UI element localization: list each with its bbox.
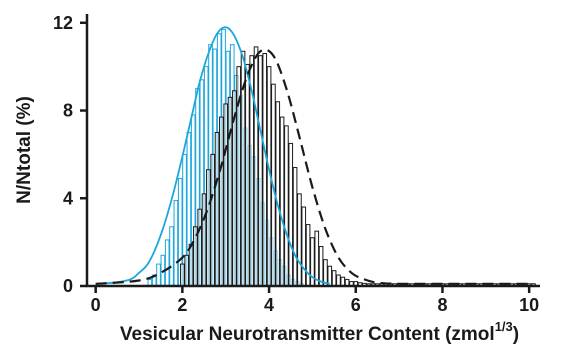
y-tick-label: 4 <box>63 188 73 208</box>
histogram-bar <box>169 226 174 287</box>
x-tick-label: 6 <box>351 295 361 315</box>
x-axis-title-close: ) <box>513 324 519 345</box>
histogram-bar <box>210 153 216 287</box>
histogram-bar <box>173 199 179 287</box>
histogram-bar <box>305 224 311 287</box>
dashed-fit-curve <box>95 48 534 285</box>
histogram-bar <box>318 246 324 287</box>
histogram-bar <box>188 243 194 287</box>
y-tick-label: 12 <box>53 13 73 33</box>
histogram-bar <box>331 270 337 287</box>
solid-fit-curve <box>95 26 331 285</box>
x-tick-label: 8 <box>437 295 447 315</box>
histogram-bar <box>279 116 285 287</box>
histogram-bar <box>284 125 289 287</box>
histogram-bar <box>197 208 203 287</box>
histogram-bar <box>297 193 302 287</box>
histogram-bar <box>292 167 298 287</box>
histogram-bar <box>336 274 341 287</box>
histogram-bar <box>184 254 190 287</box>
plot-area <box>95 26 536 287</box>
x-axis-title: Vesicular Neurotransmitter Content (zmol… <box>120 319 519 345</box>
histogram-bar <box>275 101 281 287</box>
histogram-bar <box>156 263 161 287</box>
histogram-bar <box>340 276 346 287</box>
histogram-bar <box>164 239 170 287</box>
x-axis-ticks: 0 2 4 6 8 10 <box>91 286 539 315</box>
histogram-bar <box>258 55 263 287</box>
histogram-bar <box>201 193 207 287</box>
histogram-bar <box>262 52 268 287</box>
histogram-bar <box>245 63 250 287</box>
x-axis-title-text: Vesicular Neurotransmitter Content (zmol <box>120 324 495 345</box>
histogram-bar <box>288 142 294 287</box>
histogram-bar <box>219 116 224 287</box>
histogram-bar <box>227 96 233 287</box>
histogram-bar <box>314 230 320 287</box>
x-tick-label: 4 <box>264 295 274 315</box>
x-tick-label: 2 <box>177 295 187 315</box>
histogram-bar <box>223 103 229 287</box>
y-tick-label: 8 <box>63 101 73 121</box>
x-tick-label: 0 <box>91 295 101 315</box>
histogram-bar <box>206 169 211 287</box>
histogram-bar <box>214 131 220 287</box>
y-axis-title: N/Ntotal (%) <box>14 96 35 204</box>
histogram-bar <box>301 206 307 287</box>
x-tick-label: 10 <box>519 295 539 315</box>
y-tick-label: 0 <box>63 276 73 296</box>
y-axis-ticks: 0 4 8 12 <box>53 13 87 296</box>
x-axis-title-superscript: 1/3 <box>495 319 513 334</box>
histogram-bar <box>253 46 259 287</box>
histogram-bar <box>180 263 185 287</box>
